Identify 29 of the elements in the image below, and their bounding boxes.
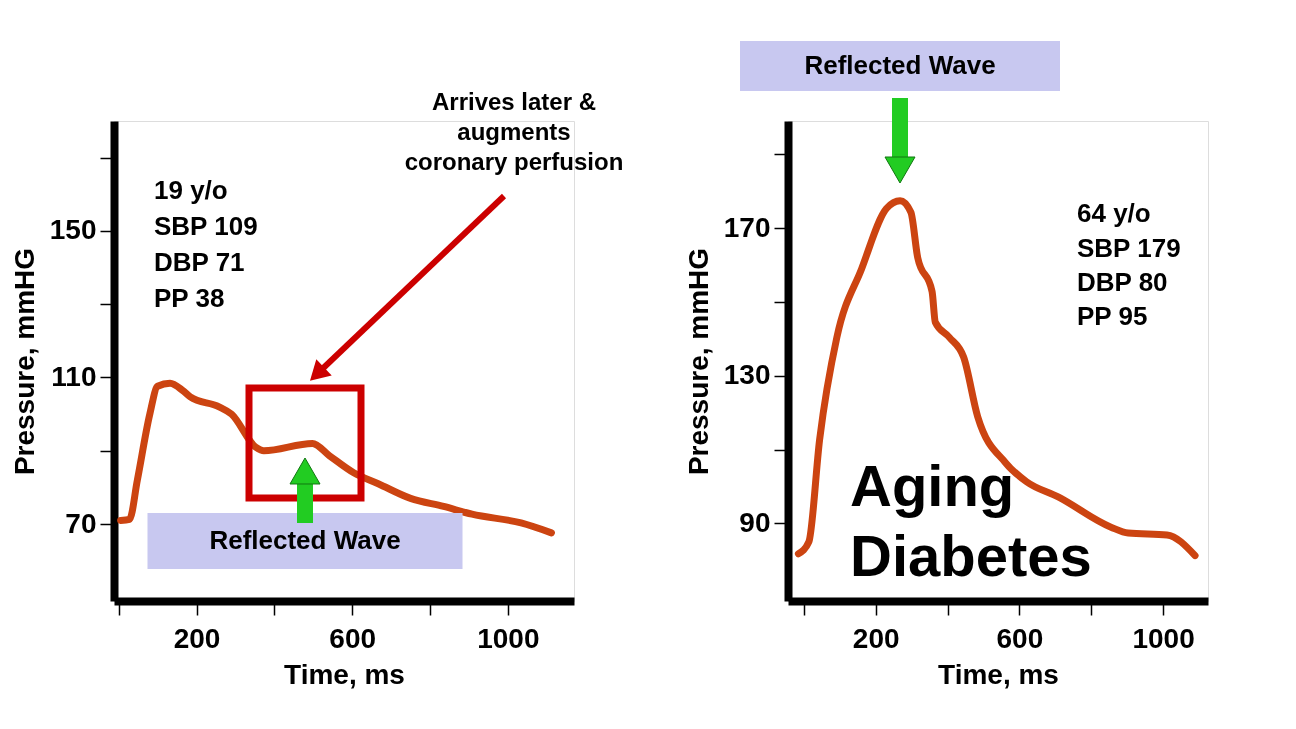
annotation: PP 38 (154, 283, 225, 313)
x-tick-label: 600 (996, 622, 1044, 654)
x-tick-label: 600 (329, 622, 377, 654)
annotation: Reflected Wave (209, 525, 401, 555)
x-tick-label: 200 (852, 622, 900, 654)
annotation: PP 95 (1077, 301, 1148, 331)
annotation: SBP 179 (1077, 233, 1181, 263)
annotation: Diabetes (850, 523, 1092, 588)
annotation: SBP 109 (154, 211, 258, 241)
annotation: 64 y/o (1077, 198, 1151, 228)
x-axis-title: Time, ms (284, 658, 405, 690)
annotation: Arrives later & augments coronary perfusion (404, 88, 624, 175)
x-tick-label: 1000 (1132, 622, 1195, 654)
y-tick-label: 170 (723, 211, 771, 243)
y-axis-title: Pressure, mmHG (8, 247, 40, 476)
y-tick-label: 70 (65, 507, 97, 539)
annotation: DBP 71 (154, 247, 245, 277)
y-tick-label: 110 (51, 360, 97, 392)
y-tick-label: 150 (49, 214, 97, 246)
x-tick-label: 200 (173, 622, 221, 654)
x-axis-title: Time, ms (938, 658, 1059, 690)
y-axis-title: Pressure, mmHG (682, 247, 714, 476)
y-tick-label: 90 (739, 506, 771, 538)
annotation: Aging (850, 453, 1015, 518)
y-tick-label: 130 (723, 359, 771, 391)
annotation: DBP 80 (1077, 267, 1168, 297)
annotation: 19 y/o (154, 175, 228, 205)
text: Reflected Wave (804, 50, 996, 80)
x-tick-label: 1000 (477, 622, 540, 654)
